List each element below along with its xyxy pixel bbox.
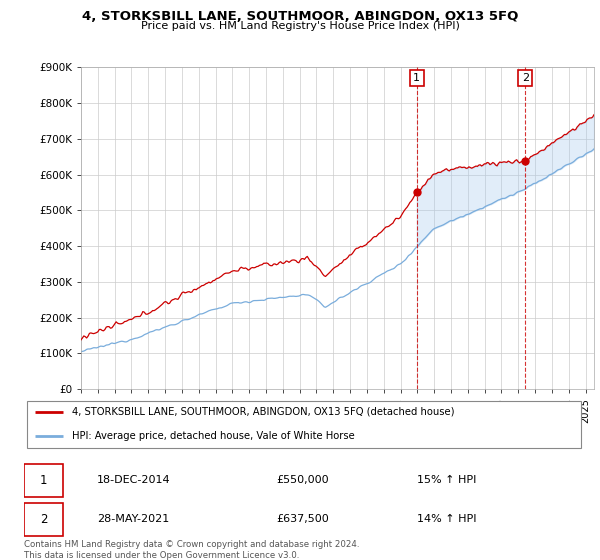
Text: Price paid vs. HM Land Registry's House Price Index (HPI): Price paid vs. HM Land Registry's House … [140, 21, 460, 31]
FancyBboxPatch shape [27, 402, 581, 448]
Text: 4, STORKSBILL LANE, SOUTHMOOR, ABINGDON, OX13 5FQ: 4, STORKSBILL LANE, SOUTHMOOR, ABINGDON,… [82, 10, 518, 23]
Text: 28-MAY-2021: 28-MAY-2021 [97, 515, 169, 524]
Text: 4, STORKSBILL LANE, SOUTHMOOR, ABINGDON, OX13 5FQ (detached house): 4, STORKSBILL LANE, SOUTHMOOR, ABINGDON,… [71, 407, 454, 417]
Text: £637,500: £637,500 [277, 515, 329, 524]
FancyBboxPatch shape [24, 503, 63, 536]
Text: 18-DEC-2014: 18-DEC-2014 [97, 475, 170, 485]
Text: 1: 1 [40, 474, 47, 487]
Text: HPI: Average price, detached house, Vale of White Horse: HPI: Average price, detached house, Vale… [71, 431, 355, 441]
Text: 1: 1 [413, 73, 420, 83]
Text: 15% ↑ HPI: 15% ↑ HPI [416, 475, 476, 485]
Text: 14% ↑ HPI: 14% ↑ HPI [416, 515, 476, 524]
FancyBboxPatch shape [24, 464, 63, 497]
Text: Contains HM Land Registry data © Crown copyright and database right 2024.
This d: Contains HM Land Registry data © Crown c… [24, 540, 359, 560]
Text: 2: 2 [40, 513, 47, 526]
Text: £550,000: £550,000 [277, 475, 329, 485]
Text: 2: 2 [521, 73, 529, 83]
